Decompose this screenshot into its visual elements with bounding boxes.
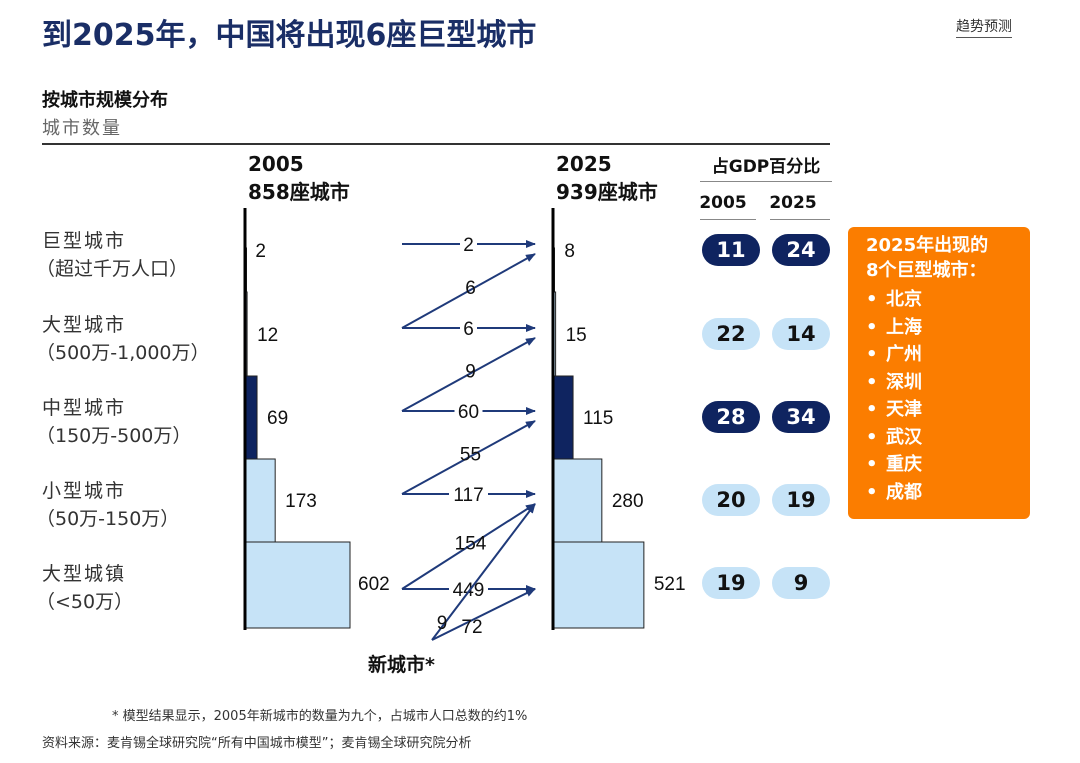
- gdp-pill-2025-3: 19: [772, 484, 830, 516]
- megacity-item: 深圳: [866, 369, 1020, 397]
- bar-2005-4: [244, 541, 351, 629]
- column-2025-header: 2025 939座城市: [556, 150, 658, 206]
- flow-label-5: 55: [460, 445, 481, 466]
- value-2005-1: 12: [257, 325, 278, 346]
- gdp-pill-2025-2: 34: [772, 401, 830, 433]
- value-2025-0: 8: [564, 241, 575, 262]
- flow-label-bg-6: [449, 482, 488, 504]
- column-2025-count: 939座城市: [556, 180, 658, 204]
- category-name-0: 巨型城市: [42, 230, 127, 252]
- flow-arrow-3: [401, 337, 536, 412]
- bar-2025-2: [552, 375, 574, 460]
- value-2025-1: 15: [566, 325, 587, 346]
- flow-label-6: 117: [453, 485, 483, 506]
- flow-label-bg-4: [454, 399, 483, 421]
- gdp-pill-2005-3: 20: [702, 484, 760, 516]
- flow-arrow-5: [401, 420, 536, 495]
- column-2005-count: 858座城市: [248, 180, 350, 204]
- megacity-item: 天津: [866, 396, 1020, 424]
- gdp-pill-2025-0: 24: [772, 234, 830, 266]
- flow-label-1: 6: [465, 278, 476, 299]
- flow-label-4: 60: [458, 402, 479, 423]
- flow-label-9: 9: [437, 613, 448, 634]
- page-title: 到2025年，中国将出现6座巨型城市: [42, 18, 537, 53]
- gdp-divider: [700, 181, 832, 182]
- flow-arrow-10: [431, 588, 536, 641]
- flow-label-bg-0: [460, 232, 477, 254]
- category-range-3: （50万-150万）: [36, 508, 180, 530]
- chart-subtitle: 按城市规模分布: [42, 90, 168, 111]
- megacity-item: 北京: [866, 286, 1020, 314]
- column-2025-year: 2025: [556, 152, 612, 176]
- flow-arrow-9: [431, 503, 536, 641]
- flow-label-2: 6: [463, 319, 474, 340]
- value-2005-0: 2: [255, 241, 266, 262]
- megacities-title-2: 8个巨型城市：: [866, 260, 987, 281]
- gdp-share-header: 占GDP百分比: [711, 157, 821, 177]
- gdp-year-2025: 2025: [769, 193, 817, 213]
- source-note: 资料来源：麦肯锡全球研究院“所有中国城市模型”；麦肯锡全球研究院分析: [42, 736, 472, 751]
- category-range-2: （150万-500万）: [36, 425, 192, 447]
- megacities-title-1: 2025年出现的: [866, 235, 989, 256]
- footnote: * 模型结果显示，2005年新城市的数量为九个，占城市人口总数的约1%: [112, 709, 528, 724]
- megacity-item: 重庆: [866, 451, 1020, 479]
- flow-arrow-7: [401, 503, 536, 590]
- megacity-item: 广州: [866, 341, 1020, 369]
- category-range-1: （500万-1,000万）: [36, 342, 210, 364]
- flow-label-0: 2: [463, 235, 474, 256]
- category-range-4: （<50万）: [36, 591, 134, 613]
- megacity-item: 武汉: [866, 424, 1020, 452]
- flow-label-7: 154: [455, 534, 487, 555]
- flow-label-bg-8: [449, 577, 488, 599]
- gdp-pill-2005-2: 28: [702, 401, 760, 433]
- bar-2025-4: [552, 541, 645, 629]
- bar-2025-3: [552, 458, 603, 543]
- megacity-item: 上海: [866, 314, 1020, 342]
- value-2025-2: 115: [583, 408, 613, 429]
- bar-2005-3: [244, 458, 276, 543]
- gdp-year-2005: 2005: [699, 193, 747, 213]
- gdp-pill-2025-1: 14: [772, 318, 830, 350]
- gdp-divider-2005: [700, 219, 756, 220]
- section-tag: 趋势预测: [956, 16, 1012, 38]
- flow-label-3: 9: [465, 362, 476, 383]
- value-2025-4: 521: [654, 574, 686, 595]
- new-cities-label: 新城市*: [368, 654, 435, 676]
- flow-label-10: 72: [461, 617, 482, 638]
- column-2005-header: 2005 858座城市: [248, 150, 350, 206]
- category-name-3: 小型城市: [42, 480, 127, 502]
- category-name-1: 大型城市: [42, 314, 127, 336]
- flow-label-bg-2: [460, 316, 477, 338]
- category-range-0: （超过千万人口）: [36, 258, 189, 280]
- chart-unit: 城市数量: [42, 118, 122, 139]
- value-2005-2: 69: [267, 408, 288, 429]
- gdp-pill-2005-4: 19: [702, 567, 760, 599]
- value-2025-3: 280: [612, 491, 644, 512]
- flow-arrow-1: [401, 253, 536, 329]
- bar-2005-2: [244, 375, 258, 460]
- megacity-list: 北京上海广州深圳天津武汉重庆成都: [866, 286, 1020, 506]
- value-2005-4: 602: [358, 574, 390, 595]
- column-2005-year: 2005: [248, 152, 304, 176]
- category-name-4: 大型城镇: [42, 563, 127, 585]
- category-name-2: 中型城市: [42, 397, 127, 419]
- gdp-pill-2005-0: 11: [702, 234, 760, 266]
- gdp-pill-2005-1: 22: [702, 318, 760, 350]
- megacity-item: 成都: [866, 479, 1020, 507]
- megacities-callout: 2025年出现的 8个巨型城市： 北京上海广州深圳天津武汉重庆成都: [848, 227, 1030, 519]
- gdp-pill-2025-4: 9: [772, 567, 830, 599]
- divider: [42, 143, 830, 145]
- value-2005-3: 173: [285, 491, 317, 512]
- gdp-divider-2025: [770, 219, 830, 220]
